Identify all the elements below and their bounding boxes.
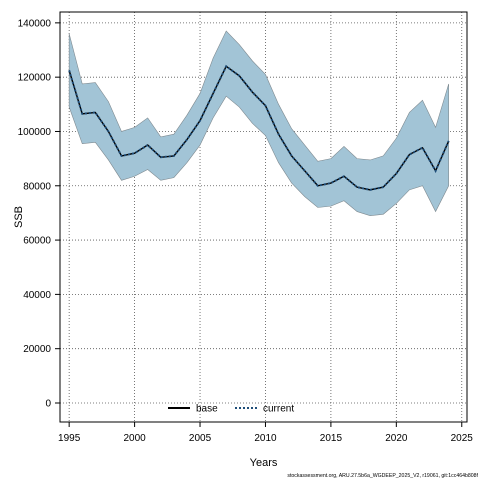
y-axis: 0 20000 40000 60000 80000 100000 120000 140000: [18, 18, 60, 409]
x-axis: 1995 2000 2005 2010 2015 2020 2025: [58, 422, 473, 444]
y-tick-label: 20000: [23, 344, 51, 355]
x-tick-label: 2025: [451, 433, 474, 444]
y-tick-label: 140000: [18, 18, 52, 29]
x-axis-title: Years: [250, 457, 278, 469]
series-lines: [68, 64, 450, 191]
legend-label-current: current: [263, 404, 294, 415]
y-tick-label: 120000: [18, 73, 52, 84]
y-axis-title: SSB: [13, 206, 25, 228]
legend: base current: [168, 404, 294, 415]
plot-frame: [59, 11, 468, 423]
x-tick-label: 1995: [58, 433, 81, 444]
y-tick-label: 0: [45, 398, 51, 409]
y-tick-label: 40000: [23, 290, 51, 301]
x-tick-label: 2000: [123, 433, 146, 444]
series-line-current: [68, 64, 450, 191]
x-tick-label: 2010: [254, 433, 277, 444]
x-tick-label: 2015: [320, 433, 343, 444]
footer-note: stockassessment.org, ARU.27.5b6a_WGDEEP_…: [287, 473, 478, 479]
confidence-band: [68, 30, 449, 216]
y-tick-label: 100000: [18, 127, 52, 138]
legend-label-base: base: [196, 404, 218, 415]
y-tick-label: 60000: [23, 236, 51, 247]
x-tick-label: 2020: [385, 433, 408, 444]
y-tick-label: 80000: [23, 181, 51, 192]
x-tick-label: 2005: [189, 433, 212, 444]
